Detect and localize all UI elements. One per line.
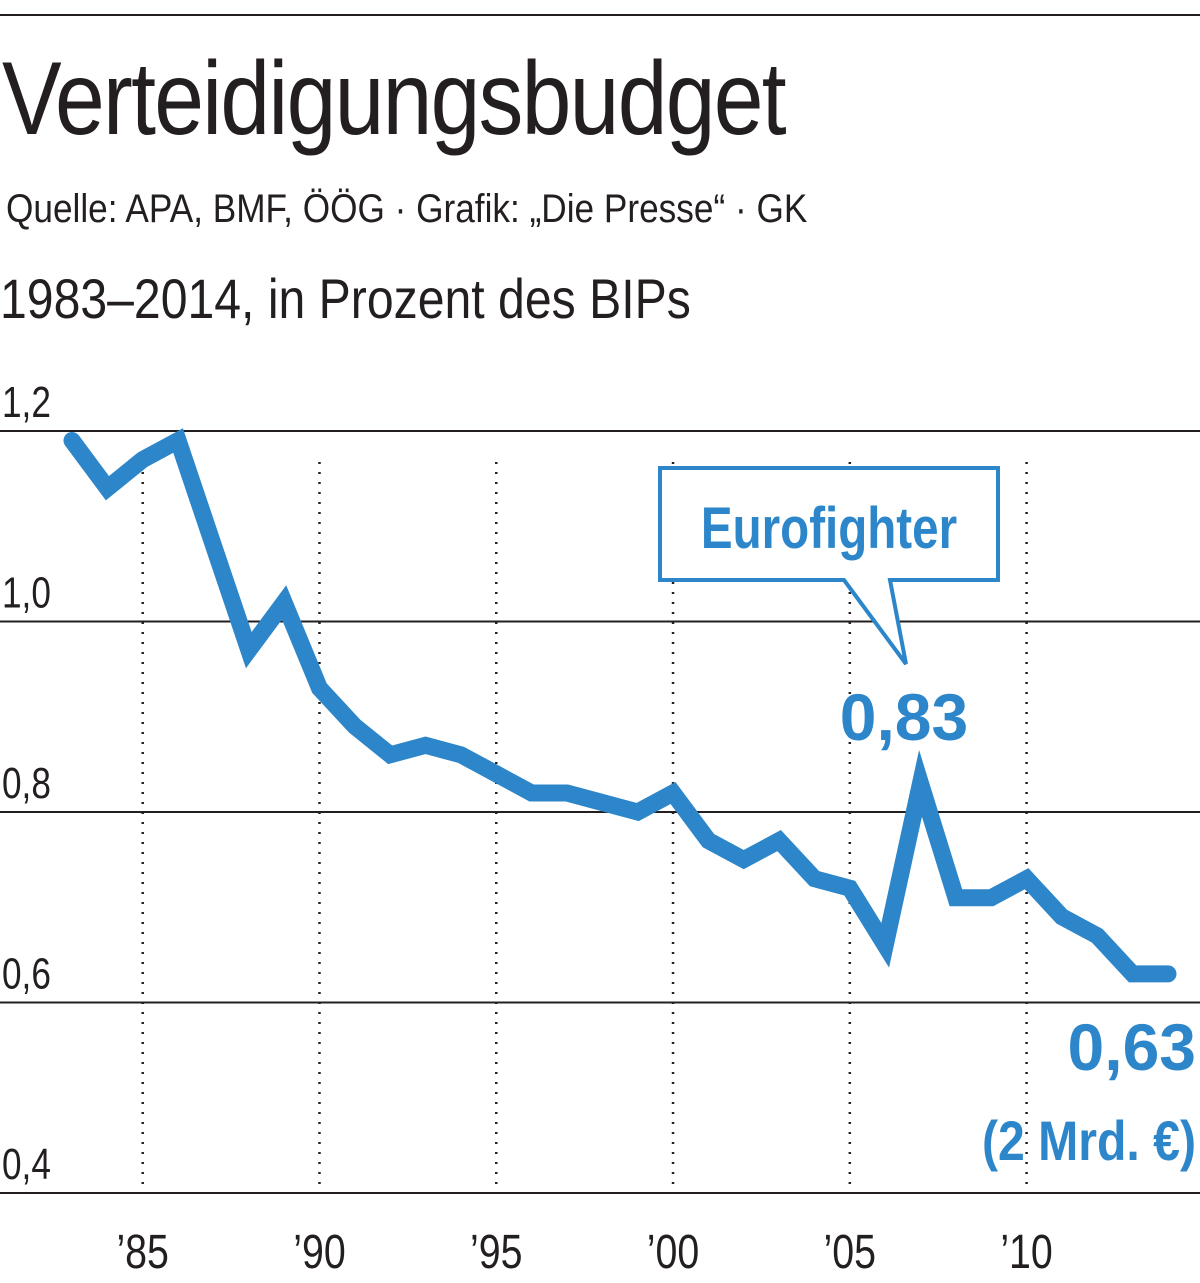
x-tick-label: ’95 [470, 1225, 523, 1279]
source-line: Quelle: APA, BMF, ÖÖG · Grafik: „Die Pre… [6, 187, 808, 231]
x-tick-label: ’05 [824, 1225, 877, 1279]
chart-subtitle: 1983–2014, in Prozent des BIPs [0, 267, 691, 330]
chart-title: Verteidigungsbudget [2, 41, 787, 157]
peak-value-label: 0,83 [840, 680, 968, 754]
x-tick-label: ’00 [647, 1225, 700, 1279]
top-rule [0, 14, 1200, 16]
callout-label: Eurofighter [701, 497, 957, 562]
callout-box [658, 466, 1000, 666]
end-note-label: (2 Mrd. €) [982, 1111, 1196, 1173]
y-tick-label: 0,8 [2, 759, 51, 808]
y-tick-label: 1,0 [2, 569, 51, 618]
y-tick-label: 1,2 [2, 378, 51, 427]
x-tick-label: ’85 [116, 1225, 169, 1279]
series-line [63, 428, 1177, 983]
y-tick-label: 0,4 [2, 1140, 51, 1189]
end-value-label: 0,63 [1068, 1010, 1196, 1084]
y-tick-label: 0,6 [2, 950, 51, 999]
x-tick-label: ’90 [293, 1225, 346, 1279]
x-tick-label: ’10 [1000, 1225, 1053, 1279]
